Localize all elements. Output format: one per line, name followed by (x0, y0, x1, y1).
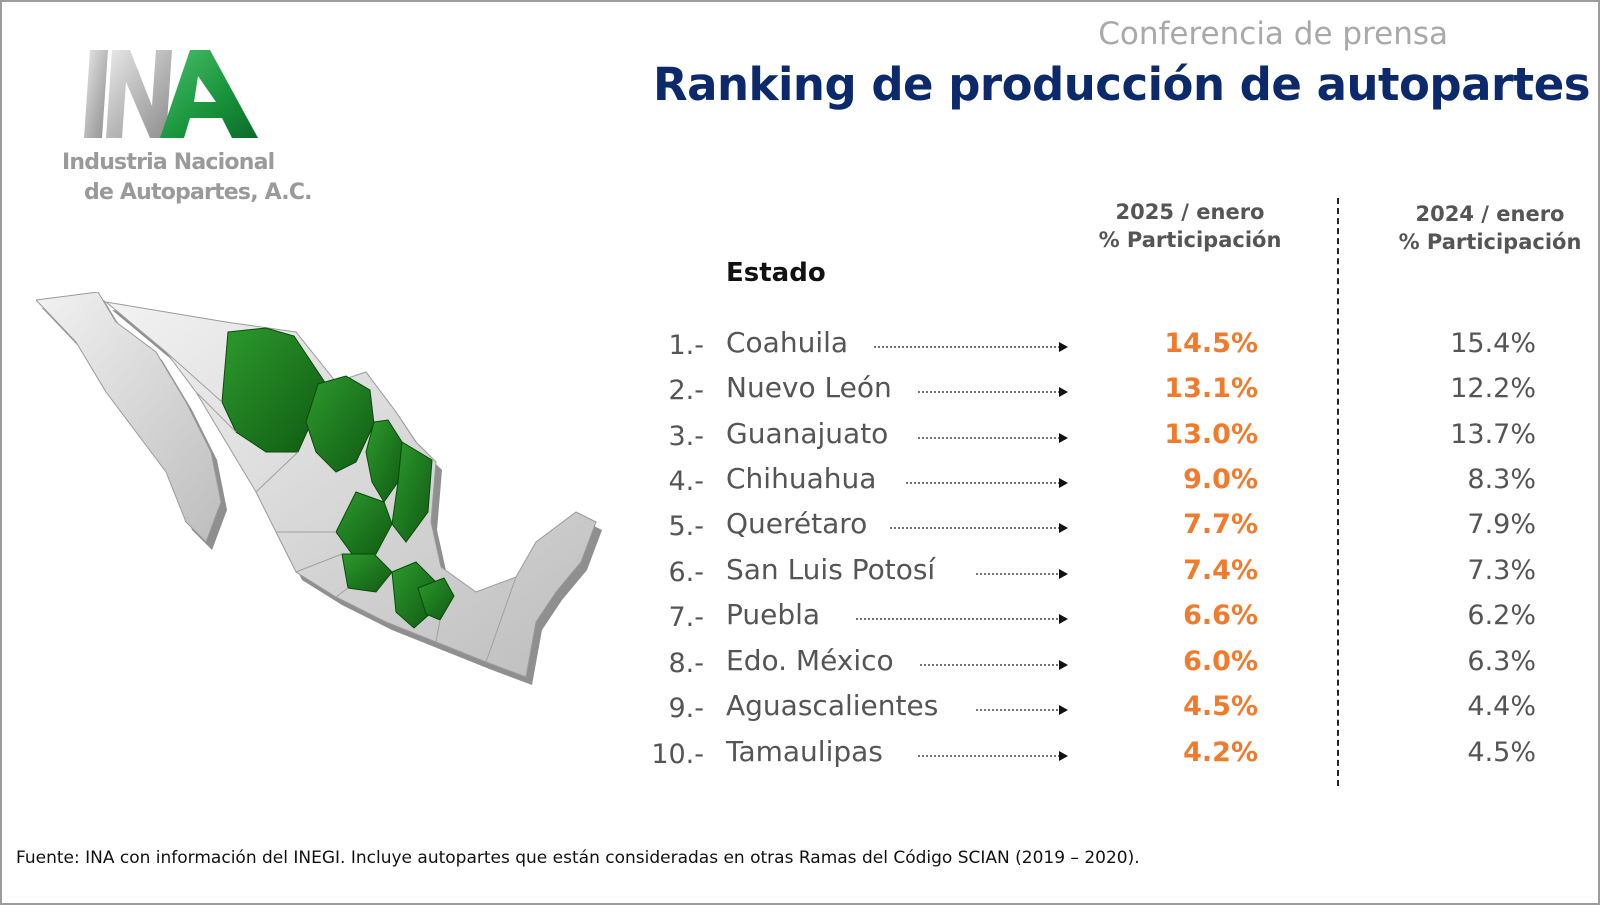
table-row: 8.- Edo. México 6.0% 6.3% (0, 640, 1600, 686)
dotted-arrow-icon (918, 433, 1068, 443)
row-value-2024: 6.2% (1467, 600, 1536, 631)
row-rank: 1.- (668, 330, 704, 361)
table-row: 4.- Chihuahua 9.0% 8.3% (0, 458, 1600, 504)
dotted-arrow-icon (976, 705, 1068, 715)
table-row: 6.- San Luis Potosí 7.4% 7.3% (0, 549, 1600, 595)
row-state: Puebla (726, 598, 821, 631)
row-value-2025: 13.1% (1164, 373, 1258, 404)
table-row: 10.- Tamaulipas 4.2% 4.5% (0, 731, 1600, 777)
table-row: 7.- Puebla 6.6% 6.2% (0, 594, 1600, 640)
mexico-map-graphic (34, 291, 602, 685)
ina-logo-mark (84, 50, 258, 138)
row-value-2024: 13.7% (1450, 419, 1536, 450)
col-2024-header: 2024 / enero % Participación (1376, 200, 1600, 256)
row-rank: 9.- (668, 693, 704, 724)
row-value-2024: 7.9% (1467, 509, 1536, 540)
row-value-2025: 13.0% (1164, 419, 1258, 450)
table-row: 5.- Querétaro 7.7% 7.9% (0, 503, 1600, 549)
estado-header: Estado (726, 258, 826, 288)
dotted-arrow-icon (906, 478, 1068, 488)
dotted-arrow-icon (918, 387, 1068, 397)
row-value-2024: 8.3% (1467, 464, 1536, 495)
row-state: Tamaulipas (726, 735, 883, 768)
row-rank: 4.- (668, 466, 704, 497)
slide-title: Ranking de producción de autopartes (653, 58, 1591, 111)
row-value-2024: 6.3% (1467, 646, 1536, 677)
row-value-2024: 12.2% (1450, 373, 1536, 404)
mexico-map (34, 291, 616, 692)
col-2024-header-line2: % Participación (1398, 230, 1582, 254)
table-row: 3.- Guanajuato 13.0% 13.7% (0, 413, 1600, 459)
dotted-arrow-icon (874, 342, 1068, 352)
row-value-2025: 4.2% (1183, 737, 1258, 768)
row-rank: 2.- (668, 375, 704, 406)
row-state: Edo. México (726, 644, 894, 677)
row-value-2025: 7.7% (1183, 509, 1258, 540)
row-value-2025: 6.6% (1183, 600, 1258, 631)
dotted-arrow-icon (976, 569, 1068, 579)
row-rank: 6.- (668, 557, 704, 588)
logo-name-line2: de Autopartes, A.C. (84, 180, 313, 205)
row-value-2025: 7.4% (1183, 555, 1258, 586)
row-state: Chihuahua (726, 462, 877, 495)
source-footnote: Fuente: INA con información del INEGI. I… (16, 848, 1140, 868)
dotted-arrow-icon (918, 751, 1068, 761)
column-divider (1337, 198, 1339, 786)
col-2024-header-line1: 2024 / enero (1415, 202, 1565, 226)
row-rank: 3.- (668, 421, 704, 452)
table-row: 1.- Coahuila 14.5% 15.4% (0, 322, 1600, 368)
row-value-2025: 6.0% (1183, 646, 1258, 677)
ina-logo: Industria Nacional de Autopartes, A.C. (60, 46, 313, 216)
row-value-2024: 4.5% (1467, 737, 1536, 768)
row-rank: 5.- (668, 511, 704, 542)
dotted-arrow-icon (890, 523, 1068, 533)
row-rank: 7.- (668, 602, 704, 633)
row-value-2024: 15.4% (1450, 328, 1536, 359)
row-value-2024: 4.4% (1467, 691, 1536, 722)
row-state: San Luis Potosí (726, 553, 936, 586)
dotted-arrow-icon (920, 660, 1068, 670)
row-value-2025: 9.0% (1183, 464, 1258, 495)
row-value-2025: 4.5% (1183, 691, 1258, 722)
table-row: 9.- Aguascalientes 4.5% 4.4% (0, 685, 1600, 731)
col-2025-header: 2025 / enero % Participación (1080, 198, 1300, 254)
row-value-2024: 7.3% (1467, 555, 1536, 586)
slide-subtitle: Conferencia de prensa (1098, 16, 1448, 52)
row-state: Nuevo León (726, 371, 892, 404)
logo-name-line1: Industria Nacional (62, 150, 275, 175)
row-value-2025: 14.5% (1164, 328, 1258, 359)
row-rank: 8.- (668, 648, 704, 679)
row-state: Aguascalientes (726, 689, 939, 722)
row-state: Querétaro (726, 507, 868, 540)
col-2025-header-line2: % Participación (1098, 228, 1282, 252)
row-state: Coahuila (726, 326, 849, 359)
col-2025-header-line1: 2025 / enero (1115, 200, 1265, 224)
row-state: Guanajuato (726, 417, 889, 450)
table-row: 2.- Nuevo León 13.1% 12.2% (0, 367, 1600, 413)
dotted-arrow-icon (856, 614, 1068, 624)
row-rank: 10.- (651, 739, 704, 770)
